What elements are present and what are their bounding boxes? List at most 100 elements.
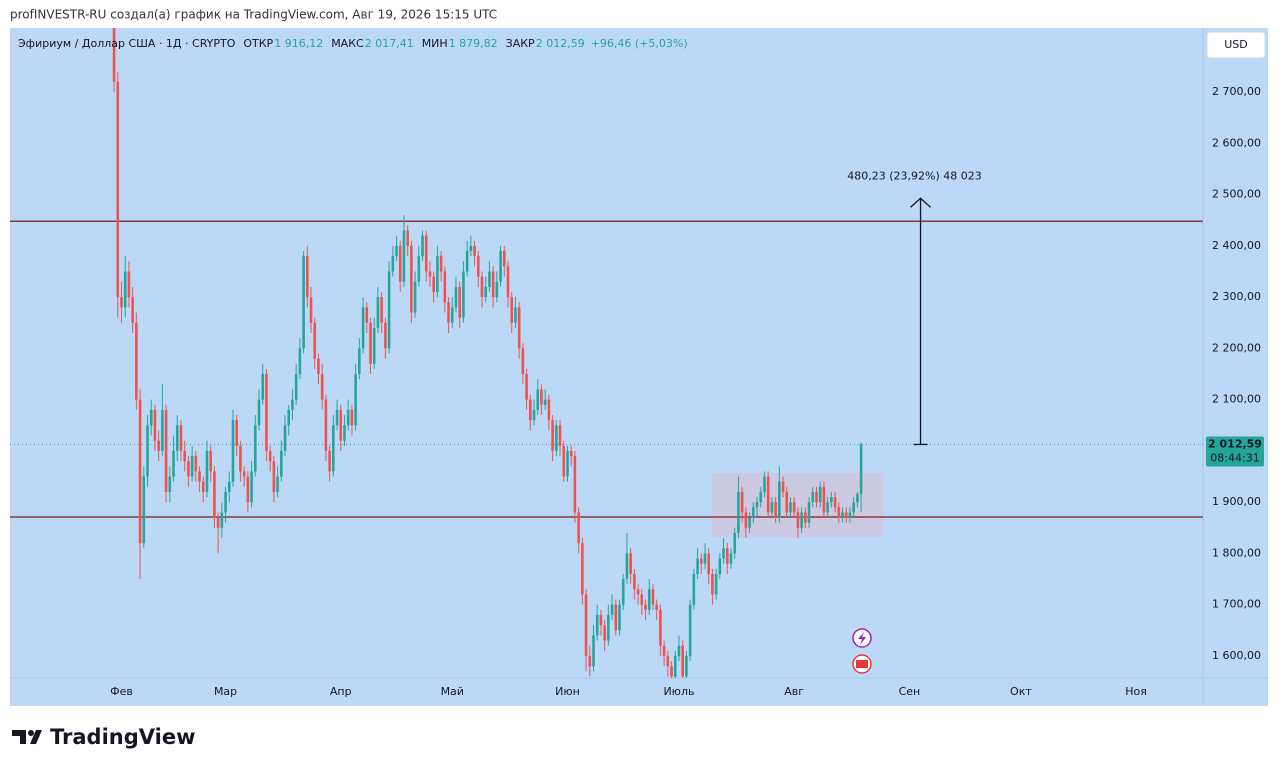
candle-body: [644, 604, 647, 610]
candle-body: [298, 348, 302, 375]
x-tick-label: Фев: [110, 685, 133, 698]
candle-body: [306, 256, 309, 298]
candle-body: [317, 358, 320, 375]
x-tick-label: Май: [441, 685, 464, 698]
candle-body: [759, 491, 763, 503]
candle-body: [454, 286, 458, 308]
candle-body: [131, 297, 134, 323]
candle-body: [510, 297, 514, 323]
candle-body: [209, 450, 212, 472]
candle-body: [670, 666, 673, 677]
candle-body: [313, 322, 317, 359]
candle-body: [807, 502, 811, 523]
y-tick-label: 1 800,00: [1212, 546, 1261, 559]
candle-body: [636, 589, 640, 595]
candle-body: [324, 399, 328, 451]
y-tick-label: 1 900,00: [1212, 495, 1261, 508]
candle-body: [187, 461, 190, 477]
legend-label: ОТКР: [243, 37, 273, 50]
candle-body: [685, 655, 688, 677]
candle-body: [677, 645, 681, 656]
candle-body: [142, 476, 146, 544]
candle-body: [666, 655, 670, 667]
candle-body: [439, 256, 443, 272]
header: profINVESTR-RU создал(а) график на Tradi…: [10, 8, 497, 22]
candle-body: [830, 497, 833, 503]
candle-body: [387, 271, 391, 349]
candle-body: [569, 450, 573, 457]
legend-change: +96,46 (+5,03%): [591, 37, 688, 50]
candle-body: [729, 553, 733, 564]
candle-body: [346, 409, 350, 426]
candle-body: [428, 271, 432, 277]
candle-body: [725, 548, 729, 564]
currency[interactable]: USD: [1224, 38, 1248, 51]
candle-body: [752, 507, 755, 518]
candle-body: [179, 425, 183, 451]
candle-body: [681, 645, 684, 677]
candle-body: [372, 327, 376, 364]
candle-body: [703, 553, 707, 564]
legend: Эфириум / Доллар США · 1Д · CRYPTO ОТКР1 …: [18, 37, 688, 50]
candle-body: [484, 286, 488, 298]
candle-body: [714, 573, 718, 595]
candle-body: [540, 389, 543, 405]
x-tick-label: Ноя: [1125, 685, 1147, 698]
candle-body: [123, 271, 127, 308]
candle-body: [380, 297, 383, 323]
candle-body: [220, 512, 224, 528]
candle-body: [763, 476, 766, 492]
candle-body: [599, 614, 603, 626]
candle-body: [733, 532, 737, 554]
candle-body: [785, 491, 789, 513]
legend-label: МАКС: [331, 37, 364, 50]
candle-body: [718, 558, 722, 574]
legend-value: 1 879,82: [449, 37, 498, 50]
candle-body: [227, 481, 231, 492]
candle-body: [543, 399, 547, 405]
candle-body: [659, 609, 662, 646]
candle-body: [339, 409, 343, 441]
candle-body: [320, 374, 324, 400]
candle-body: [149, 409, 153, 426]
logo-dot: [28, 730, 34, 736]
currency-button[interactable]: [1206, 31, 1266, 59]
candle-body: [112, 28, 116, 82]
y-tick-label: 2 200,00: [1212, 341, 1261, 354]
candle-body: [711, 573, 714, 595]
candle-body: [551, 420, 554, 451]
candle-body: [688, 604, 692, 656]
candle-body: [536, 389, 540, 410]
candle-body: [495, 281, 499, 298]
candle-body: [562, 445, 566, 477]
last-price-label: 2 012,59: [1208, 437, 1262, 450]
candle-body: [558, 425, 562, 446]
candle-body: [138, 399, 142, 544]
candle-body: [789, 502, 792, 513]
candle-body: [116, 81, 120, 298]
candle-body: [120, 297, 123, 308]
candle-body: [740, 491, 744, 513]
y-tick-label: 2 700,00: [1212, 85, 1261, 98]
candle-body: [413, 281, 417, 313]
candle-body: [722, 548, 725, 559]
candle-body: [476, 256, 480, 277]
candle-body: [343, 425, 346, 441]
candle-body: [157, 440, 160, 451]
candle-body: [361, 307, 365, 349]
candle-body: [792, 502, 796, 513]
candle-body: [231, 420, 235, 482]
y-tick-label: 2 300,00: [1212, 290, 1261, 303]
candle-body: [153, 409, 157, 441]
candle-body: [692, 573, 696, 605]
candle-body: [822, 486, 826, 513]
candle-body: [640, 594, 644, 605]
candle-body: [529, 399, 532, 421]
x-tick-label: Апр: [330, 685, 352, 698]
candle-body: [469, 245, 473, 251]
candle-body: [328, 450, 331, 472]
candle-body: [603, 625, 606, 641]
y-tick-label: 1 600,00: [1212, 649, 1261, 662]
legend-value: 2 017,41: [365, 37, 414, 50]
